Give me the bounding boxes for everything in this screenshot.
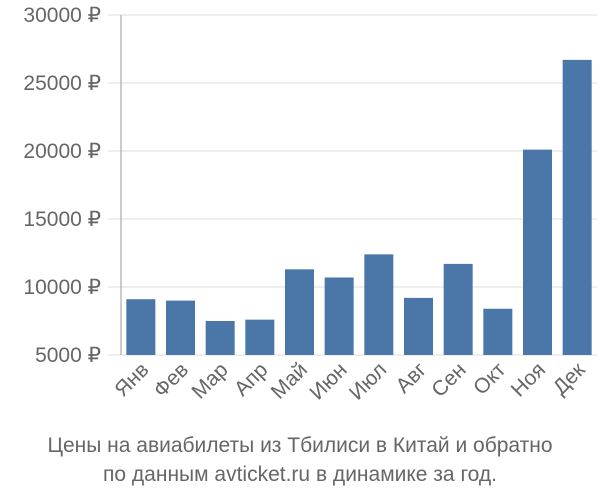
x-tick-label: Июн	[305, 358, 351, 404]
y-tick-label: 20000 ₽	[23, 140, 101, 163]
x-tick-label: Дек	[549, 358, 591, 400]
y-tick-label: 30000 ₽	[23, 4, 101, 27]
y-tick-label: 5000 ₽	[35, 344, 101, 367]
x-tick-label: Ноя	[507, 358, 550, 401]
bar-3	[205, 321, 235, 355]
bar-12	[562, 59, 592, 355]
bar-10	[483, 308, 513, 355]
x-tick-label: Фев	[149, 358, 193, 402]
x-tick-label: Апр	[230, 358, 272, 400]
y-axis-ticks: 30000 ₽ 25000 ₽ 20000 ₽ 15000 ₽ 10000 ₽ 5000 …	[23, 4, 101, 367]
chart-caption-line2: по данным avticket.ru в динамике за год.	[103, 463, 497, 486]
x-tick-label: Янв	[110, 358, 153, 401]
x-tick-label: Июл	[345, 358, 391, 404]
bar-4	[245, 319, 275, 355]
y-tick-label: 25000 ₽	[23, 72, 101, 95]
bar-9	[443, 263, 473, 355]
x-tick-label: Окт	[469, 358, 511, 400]
bar-8	[404, 297, 433, 355]
bar-1	[126, 299, 156, 355]
x-tick-label: Сен	[427, 358, 470, 401]
bars	[126, 59, 592, 355]
y-tick-label: 10000 ₽	[23, 276, 101, 299]
bar-7	[364, 254, 394, 355]
price-bar-chart: 30000 ₽ 25000 ₽ 20000 ₽ 15000 ₽ 10000 ₽ 5000 …	[23, 4, 597, 405]
bar-2	[166, 300, 195, 355]
bar-5	[285, 269, 314, 355]
x-tick-label: Май	[267, 358, 312, 403]
bar-11	[523, 149, 552, 355]
x-tick-label: Авг	[392, 358, 432, 398]
x-tick-label: Мар	[187, 358, 232, 403]
bar-6	[324, 277, 354, 355]
y-tick-label: 15000 ₽	[23, 208, 101, 231]
chart-caption-line1: Цены на авиабилеты из Тбилиси в Китай и …	[47, 434, 553, 457]
